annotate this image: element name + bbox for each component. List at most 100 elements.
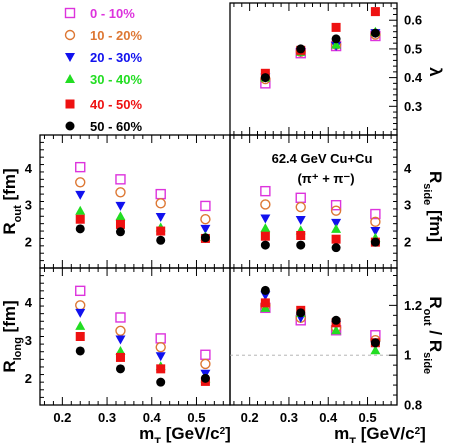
ytick-label-rout: 2 [25, 235, 32, 250]
ytick-label-rside: 2 [404, 235, 411, 250]
point-rside-s5 [331, 243, 341, 253]
point-rside-s3 [260, 223, 271, 233]
point-rlong-s0 [115, 312, 126, 323]
panel-lambda: 0.3 0.4 0.5 0.6 λ [229, 2, 445, 136]
point-lambda-s5 [331, 34, 341, 44]
xtick-label-ratio: 0.4 [319, 410, 338, 425]
point-ratio-s3 [331, 325, 342, 335]
point-ratio-s5 [260, 285, 270, 295]
ytick-label-rside: 4 [404, 161, 412, 176]
point-rout-s2 [155, 213, 166, 223]
point-ratio-s5 [370, 338, 380, 348]
ytick-label-ratio: 0.8 [404, 398, 422, 413]
point-ratio-s5 [296, 308, 306, 318]
point-rside-s4 [296, 230, 306, 240]
frame-ratio [229, 267, 398, 406]
ylabel-lambda: λ [426, 67, 445, 77]
legend-marker-3 [65, 74, 75, 83]
legend-marker-4 [65, 99, 75, 109]
ytick-label-ratio: 1 [404, 348, 411, 363]
point-rlong-s2 [115, 335, 126, 345]
point-ratio-s4 [260, 298, 270, 308]
point-lambda-s5 [370, 28, 380, 38]
point-rside-s1 [370, 216, 381, 228]
xtick-label-rlong: 0.4 [143, 410, 162, 425]
point-rside-s2 [370, 227, 381, 237]
ytick-label-lambda: 0.4 [404, 70, 423, 85]
point-lambda-s5 [296, 44, 306, 54]
point-rside-s0 [330, 199, 342, 211]
point-rout-s3 [115, 211, 126, 221]
point-lambda-s3 [331, 39, 342, 49]
point-rside-s4 [331, 234, 341, 244]
point-rout-s1 [155, 198, 166, 209]
point-rside-s2 [331, 218, 342, 228]
point-rout-s5 [156, 235, 166, 245]
xtick-label-rlong: 0.3 [98, 410, 116, 425]
point-rlong-s0 [75, 285, 86, 297]
legend-label-1: 10 - 20% [90, 28, 142, 43]
ytick-label-rout: 3 [25, 198, 32, 213]
ylabel-ratio: Rout / Rside [421, 296, 445, 374]
annotation-line2: (π⁺ + π⁻) [297, 171, 354, 186]
point-rside-s1 [260, 199, 271, 210]
xtick-label-rlong: 0.5 [187, 410, 205, 425]
ylabel-rout: Rout [fm] [0, 168, 24, 234]
panel-rlong: 2 3 4 0.2 0.3 0.4 0.5 Rlong [fm] mT [GeV/c2] [0, 267, 231, 443]
legend-marker-5 [65, 121, 75, 131]
point-rout-s4 [75, 214, 85, 224]
point-rout-s2 [200, 224, 211, 234]
legend-label-2: 20 - 30% [90, 50, 142, 65]
point-rside-s5 [260, 240, 270, 250]
point-rlong-s2 [155, 352, 166, 362]
legend-label-3: 30 - 40% [90, 72, 142, 87]
point-rout-s5 [200, 233, 210, 243]
legend-label-0: 0 - 10% [90, 6, 135, 21]
point-rlong-s0 [200, 349, 211, 360]
point-rside-s0 [295, 192, 306, 204]
ytick-label-rlong: 2 [25, 371, 32, 386]
point-rout-s4 [156, 226, 166, 236]
point-rside-s1 [330, 205, 342, 216]
point-rout-s5 [115, 227, 125, 237]
point-ratio-s5 [331, 315, 341, 325]
ytick-label-lambda: 0.5 [404, 41, 422, 56]
point-lambda-s5 [260, 73, 270, 83]
point-lambda-s4 [331, 22, 341, 32]
point-rout-s1 [115, 187, 126, 198]
point-rout-s2 [115, 201, 126, 211]
ytick-label-ratio: 1.2 [404, 298, 422, 313]
annotation-line1: 62.4 GeV Cu+Cu [272, 151, 373, 166]
point-rlong-s1 [75, 300, 86, 311]
point-rlong-s5 [200, 373, 210, 383]
legend-marker-1 [64, 29, 76, 41]
legend-marker-2 [65, 53, 75, 62]
point-rside-s3 [331, 223, 342, 233]
frame-lambda [229, 2, 398, 136]
ytick-label-rside: 3 [404, 198, 411, 213]
point-rlong-s4 [156, 364, 166, 374]
legend-label-4: 40 - 50% [90, 97, 142, 112]
point-rout-s5 [75, 224, 85, 234]
point-rout-s1 [75, 177, 86, 188]
legend: 0 - 10% 10 - 20% 20 - 30% 30 - 40% 40 - 50% 5… [64, 6, 142, 134]
ytick-label-lambda: 0.6 [404, 13, 422, 28]
point-rlong-s4 [115, 352, 125, 362]
point-rout-s0 [200, 200, 211, 212]
point-rlong-s3 [75, 320, 86, 330]
point-rout-s0 [115, 174, 126, 185]
point-rlong-s1 [155, 341, 166, 353]
point-rlong-s2 [75, 308, 86, 318]
point-rside-s4 [260, 231, 270, 241]
point-rout-s2 [75, 190, 86, 200]
point-rside-s2 [260, 214, 271, 224]
xlabel-ratio: mT [GeV/c2] [334, 424, 426, 443]
ylabel-rside: Rside [fm] [421, 171, 445, 242]
ytick-label-rout: 4 [25, 161, 33, 176]
xtick-label-ratio: 0.3 [280, 410, 298, 425]
ytick-label-rlong: 4 [25, 295, 33, 310]
point-rlong-s1 [115, 325, 126, 336]
point-lambda-s4 [370, 7, 380, 17]
point-rlong-s4 [75, 332, 85, 341]
ytick-label-rlong: 3 [25, 333, 32, 348]
